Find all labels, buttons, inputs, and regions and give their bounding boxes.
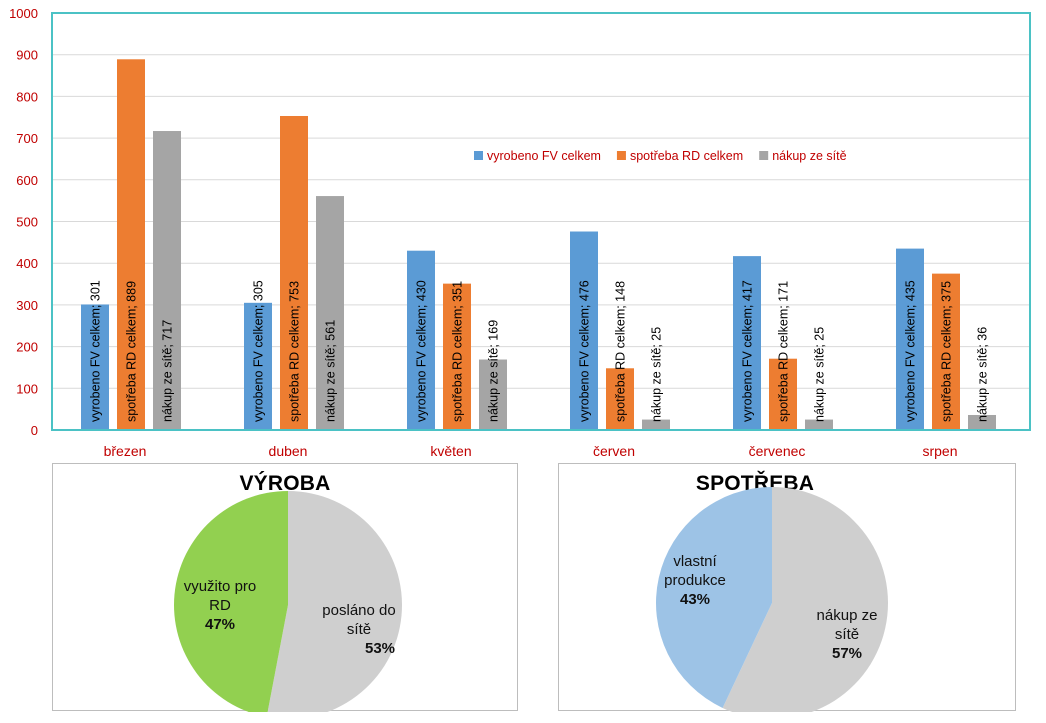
bar-chart: 0 100 200 300 400 500 600 700 800 900 1000 vyroben… — [9, 6, 1031, 459]
legend-label-1: spotřeba RD celkem — [630, 149, 743, 163]
legend-swatch-1 — [616, 151, 626, 160]
legend: vyrobeno FV celkem spotřeba RD celkem náku… — [474, 149, 847, 163]
category-label: červen — [593, 443, 635, 459]
category-label: srpen — [922, 443, 957, 459]
y-tick-label: 700 — [16, 131, 38, 146]
data-label-2-0: vyrobeno FV celkem; 430 — [415, 280, 429, 422]
pie-label-vlastni-line2: produkce — [664, 572, 726, 589]
data-label-5-1: spotřeba RD celkem; 375 — [940, 281, 954, 422]
data-label-5-0: vyrobeno FV celkem; 435 — [904, 280, 918, 422]
y-tick-label: 0 — [31, 423, 38, 438]
pie-label-vlastni-line1: vlastní — [673, 553, 717, 570]
data-label-0-1: spotřeba RD celkem; 889 — [125, 281, 139, 422]
pie-pct-poslano: 53% — [364, 640, 396, 657]
bar-5-2 — [968, 414, 996, 430]
plot-area-border — [51, 12, 1031, 431]
pie-slice-vlastni — [656, 487, 772, 708]
data-label-1-1: spotřeba RD celkem; 753 — [288, 281, 302, 422]
bar-0-0 — [81, 304, 109, 430]
y-tick-label: 100 — [16, 381, 38, 396]
y-tick-label: 300 — [16, 298, 38, 313]
data-label-2-2: nákup ze sítě; 169 — [487, 320, 501, 422]
bar-2-1 — [443, 283, 471, 430]
data-label-4-2: nákup ze sítě; 25 — [813, 327, 827, 422]
category-label: červenec — [749, 443, 806, 459]
grid-lines — [52, 54, 1030, 431]
legend-label-0: vyrobeno FV celkem — [487, 149, 601, 163]
pie-pct-vlastni: 43% — [679, 591, 711, 608]
y-tick-label: 900 — [16, 48, 38, 63]
bar-5-1 — [932, 273, 960, 430]
bar-0-1 — [117, 59, 145, 431]
bars: vyrobeno FV celkem; 301 spotřeba RD celke… — [81, 59, 996, 431]
bar-1-2 — [316, 196, 344, 430]
y-tick-label: 200 — [16, 340, 38, 355]
data-label-3-2: nákup ze sítě; 25 — [650, 327, 664, 422]
pie-label-poslano-line1: posláno do — [322, 602, 396, 619]
bar-3-2 — [642, 419, 670, 430]
pie-label-nakup-line2: sítě — [834, 626, 860, 643]
data-label-0-0: vyrobeno FV celkem; 301 — [89, 280, 103, 422]
legend-label-2: nákup ze sítě — [772, 149, 846, 163]
pie-label-vyuzito-line2: RD — [209, 597, 231, 614]
y-tick-label: 400 — [16, 256, 38, 271]
data-label-4-0: vyrobeno FV celkem; 417 — [741, 280, 755, 422]
x-axis-category-labels: březen duben květen červen červenec srpen — [104, 443, 958, 459]
bar-1-0 — [244, 302, 272, 430]
data-label-1-2: nákup ze sítě; 561 — [324, 320, 338, 422]
category-label: květen — [430, 443, 471, 459]
y-tick-label: 1000 — [9, 6, 38, 21]
bar-4-2 — [805, 419, 833, 430]
pie-label-nakup-line1: nákup ze — [816, 607, 878, 624]
y-tick-label: 800 — [16, 89, 38, 104]
data-label-5-2: nákup ze sítě; 36 — [976, 327, 990, 422]
pie-label-poslano-line2: sítě — [346, 621, 372, 638]
data-label-3-1: spotřeba RD celkem; 148 — [614, 281, 628, 422]
bar-4-1 — [769, 358, 797, 430]
category-label: březen — [104, 443, 147, 459]
pie-label-poslano: posláno do sítě 53% — [299, 601, 419, 658]
data-label-4-1: spotřeba RD celkem; 171 — [777, 281, 791, 422]
bar-5-0 — [896, 248, 924, 430]
data-label-2-1: spotřeba RD celkem; 351 — [451, 281, 465, 422]
data-label-1-0: vyrobeno FV celkem; 305 — [252, 280, 266, 422]
y-tick-label: 600 — [16, 173, 38, 188]
bar-2-0 — [407, 250, 435, 430]
legend-swatch-0 — [474, 151, 483, 160]
pie-slice-vyuzito — [174, 491, 288, 712]
bar-3-0 — [570, 231, 598, 430]
data-label-0-2: nákup ze sítě; 717 — [161, 320, 175, 422]
bar-4-0 — [733, 256, 761, 430]
legend-swatch-2 — [759, 151, 769, 160]
pie-label-vlastni: vlastní produkce 43% — [645, 552, 745, 609]
pie-slice-nakup — [722, 487, 888, 712]
bar-3-1 — [606, 368, 634, 430]
y-tick-label: 500 — [16, 215, 38, 230]
pie-title-vyroba: VÝROBA — [239, 472, 331, 495]
bar-1-1 — [280, 115, 308, 431]
pie-label-nakup: nákup ze sítě 57% — [787, 606, 907, 663]
bar-0-2 — [153, 131, 181, 431]
pie-label-vyuzito-line1: využito pro — [183, 578, 257, 595]
pie-pct-vyuzito: 47% — [204, 616, 236, 633]
category-label: duben — [269, 443, 308, 459]
pie-label-vyuzito: využito pro RD 47% — [165, 577, 275, 634]
pie-slice-poslano — [267, 491, 402, 712]
pie-panel-vyroba: VÝROBA posláno do sítě 53% využito pro R… — [52, 463, 518, 712]
pie-panel-spotreba: SPOTŘEBA nákup ze sítě 57% vlastní produ… — [558, 463, 1016, 712]
data-label-3-0: vyrobeno FV celkem; 476 — [578, 280, 592, 422]
pie-pct-nakup: 57% — [831, 645, 863, 662]
y-axis-tick-labels: 0 100 200 300 400 500 600 700 800 900 1000 — [9, 6, 38, 438]
bar-2-2 — [479, 359, 507, 430]
